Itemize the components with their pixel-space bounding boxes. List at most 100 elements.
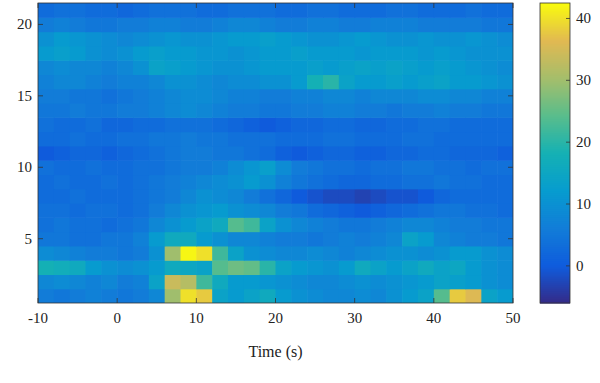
y-tick <box>38 24 43 25</box>
cell <box>434 74 450 89</box>
cell <box>386 3 402 18</box>
cell <box>481 203 497 218</box>
cell <box>133 32 149 47</box>
cell <box>228 103 244 118</box>
cell <box>228 174 244 189</box>
cell <box>355 74 371 89</box>
cell <box>402 189 418 204</box>
cell <box>38 89 54 104</box>
cell <box>101 132 117 147</box>
cell <box>371 32 387 47</box>
cell <box>402 3 418 18</box>
cell <box>371 203 387 218</box>
cells <box>38 3 513 303</box>
cell <box>133 203 149 218</box>
cell <box>196 46 212 61</box>
cell <box>497 132 513 147</box>
cell <box>339 132 355 147</box>
cell <box>244 232 260 247</box>
cell <box>450 132 466 147</box>
cell <box>228 146 244 161</box>
cell <box>497 203 513 218</box>
cell <box>228 60 244 75</box>
y-tick <box>38 238 43 239</box>
cell <box>70 46 86 61</box>
cell <box>386 17 402 32</box>
cell <box>165 174 181 189</box>
cell <box>466 289 482 303</box>
cell <box>466 203 482 218</box>
colorbar-tick <box>566 142 570 143</box>
cell <box>323 17 339 32</box>
chart: -10010203040505101520Time (s)010203040 <box>0 0 600 383</box>
cell <box>212 289 228 303</box>
cell <box>418 3 434 18</box>
cell <box>481 3 497 18</box>
cell <box>355 274 371 289</box>
cell <box>165 60 181 75</box>
cell <box>450 46 466 61</box>
cell <box>323 260 339 275</box>
cell <box>418 89 434 104</box>
cell <box>434 103 450 118</box>
cell <box>339 203 355 218</box>
cell <box>402 274 418 289</box>
cell <box>466 160 482 175</box>
cell <box>434 89 450 104</box>
cell <box>418 132 434 147</box>
x-tick <box>38 3 39 8</box>
cell <box>323 217 339 232</box>
cell <box>466 217 482 232</box>
cell <box>323 174 339 189</box>
cell <box>86 146 102 161</box>
cell <box>434 3 450 18</box>
cell <box>228 117 244 132</box>
cell <box>497 160 513 175</box>
x-tick <box>354 3 355 8</box>
cell <box>212 17 228 32</box>
cell <box>291 132 307 147</box>
y-tick-label: 10 <box>17 159 32 175</box>
cell <box>38 32 54 47</box>
x-tick <box>196 3 197 8</box>
cell <box>38 103 54 118</box>
cell <box>466 89 482 104</box>
cell <box>339 117 355 132</box>
cell <box>434 117 450 132</box>
cell <box>276 246 292 261</box>
cell <box>133 103 149 118</box>
x-tick <box>117 3 118 8</box>
cell <box>260 289 276 303</box>
cell <box>117 203 133 218</box>
cell <box>70 32 86 47</box>
cell <box>276 160 292 175</box>
cell <box>212 89 228 104</box>
cell <box>54 174 70 189</box>
cell <box>228 132 244 147</box>
cell <box>339 260 355 275</box>
cell <box>291 246 307 261</box>
cell <box>149 260 165 275</box>
x-tick-label: 0 <box>113 310 121 326</box>
cell <box>86 260 102 275</box>
cell <box>386 32 402 47</box>
cell <box>117 174 133 189</box>
cell <box>402 103 418 118</box>
cell <box>181 246 197 261</box>
cell <box>54 3 70 18</box>
cell <box>101 232 117 247</box>
cell <box>244 189 260 204</box>
cell <box>54 17 70 32</box>
cell <box>101 74 117 89</box>
cell <box>133 217 149 232</box>
cell <box>38 17 54 32</box>
cell <box>434 246 450 261</box>
cell <box>70 74 86 89</box>
cell <box>481 232 497 247</box>
cell <box>70 289 86 303</box>
cell <box>38 232 54 247</box>
cell <box>339 17 355 32</box>
cell <box>101 274 117 289</box>
cell <box>418 174 434 189</box>
cell <box>228 74 244 89</box>
